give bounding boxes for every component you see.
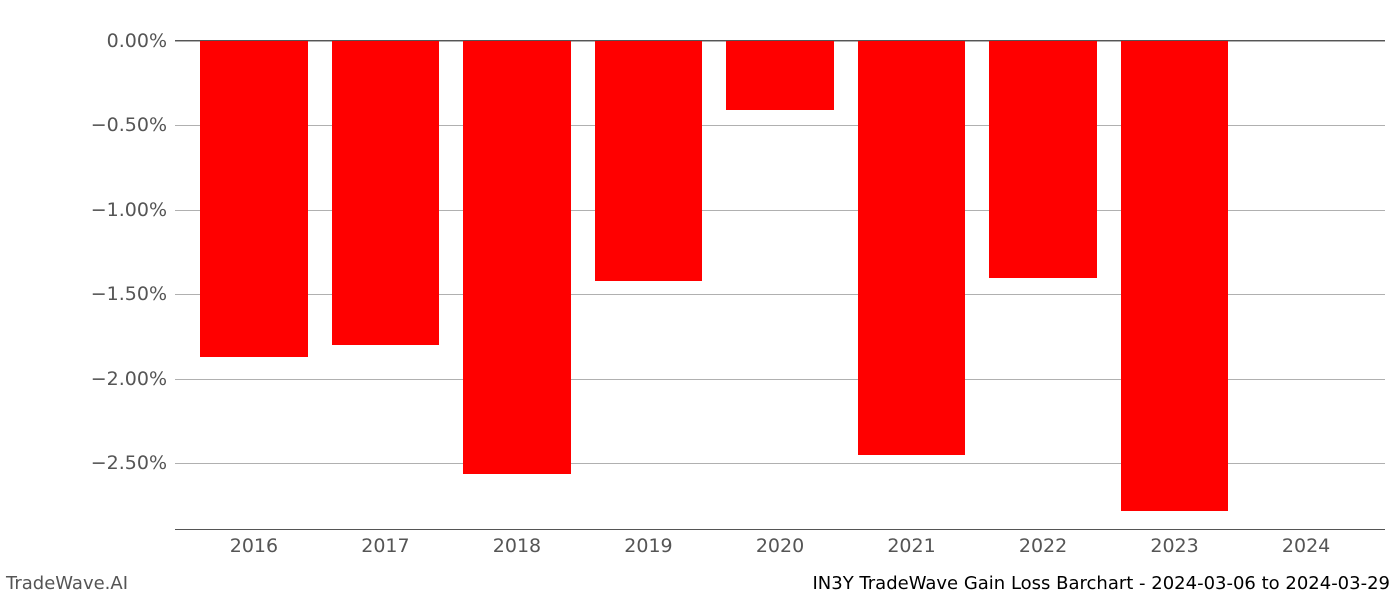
x-tick-label: 2023	[1150, 529, 1198, 557]
y-tick-label: −2.50%	[91, 452, 175, 474]
y-tick-label: 0.00%	[107, 30, 175, 52]
bar	[726, 41, 834, 110]
bar	[989, 41, 1097, 278]
plot-area: 0.00%−0.50%−1.00%−1.50%−2.00%−2.50%20162…	[175, 40, 1385, 530]
x-tick-label: 2019	[624, 529, 672, 557]
x-tick-label: 2017	[361, 529, 409, 557]
chart-figure: 0.00% −0.50% −1.00% −1.50% −2.00% −2.50% 2016 2…	[0, 0, 1400, 600]
bar	[858, 41, 966, 455]
y-tick-label: −1.50%	[91, 283, 175, 305]
x-tick-label: 2022	[1019, 529, 1067, 557]
x-tick-label: 2020	[756, 529, 804, 557]
bar	[595, 41, 703, 281]
x-tick-label: 2021	[887, 529, 935, 557]
bar	[463, 41, 571, 474]
bar	[1121, 41, 1229, 511]
caption-right: IN3Y TradeWave Gain Loss Barchart - 2024…	[812, 573, 1390, 594]
y-tick-label: −2.00%	[91, 368, 175, 390]
watermark-left: TradeWave.AI	[6, 573, 128, 594]
y-tick-label: −0.50%	[91, 114, 175, 136]
x-tick-label: 2024	[1282, 529, 1330, 557]
bar	[200, 41, 308, 357]
bar	[332, 41, 440, 345]
y-tick-label: −1.00%	[91, 199, 175, 221]
x-tick-label: 2016	[230, 529, 278, 557]
x-tick-label: 2018	[493, 529, 541, 557]
